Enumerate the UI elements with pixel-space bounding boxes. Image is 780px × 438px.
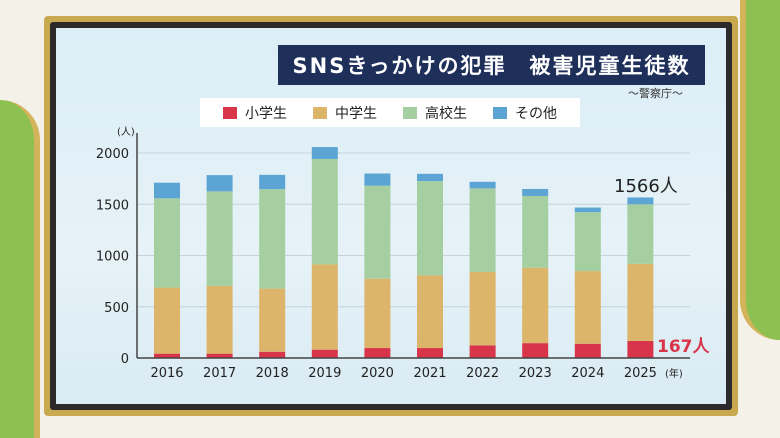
bar-小学生-2020	[364, 348, 391, 358]
y-tick-label: 1000	[96, 250, 129, 265]
bar-その他-2025	[627, 197, 654, 205]
bar-高校生-2021	[417, 181, 443, 276]
bar-高校生-2025	[627, 204, 654, 264]
studio-decoration-right	[740, 0, 780, 340]
x-tick-label: 2016	[150, 366, 183, 381]
legend-swatch	[493, 106, 507, 119]
bar-小学生-2019	[311, 349, 338, 358]
x-tick-label: 2021	[413, 366, 446, 381]
bar-その他-2023	[522, 188, 549, 196]
bar-高校生-2017	[206, 191, 233, 286]
legend-item: 中学生	[313, 103, 377, 123]
bar-中学生-2024	[574, 271, 601, 344]
x-tick-label: 2017	[203, 366, 236, 381]
x-tick-label: 2024	[571, 366, 604, 381]
bar-高校生-2024	[574, 212, 601, 272]
bar-中学生-2021	[417, 275, 443, 349]
bar-高校生-2023	[522, 195, 549, 268]
bar-その他-2017	[206, 175, 233, 192]
bar-高校生-2022	[469, 188, 496, 273]
bar-高校生-2019	[311, 158, 338, 265]
bar-中学生-2017	[206, 285, 233, 354]
y-tick-label: 500	[104, 301, 129, 316]
total-annotation: 1566人	[614, 176, 678, 197]
bar-小学生-2021	[417, 348, 443, 358]
bar-小学生-2022	[469, 345, 496, 358]
x-tick-label: 2022	[466, 366, 499, 381]
x-tick-label: 2018	[256, 366, 289, 381]
legend-label: 小学生	[245, 105, 287, 122]
bar-中学生-2022	[469, 272, 496, 346]
x-tick-label: 2019	[308, 366, 341, 381]
y-tick-label: 2000	[96, 147, 129, 162]
bar-中学生-2023	[522, 267, 549, 344]
bar-高校生-2020	[364, 185, 391, 279]
x-tick-label: 2025	[624, 366, 657, 381]
bar-小学生-2018	[259, 351, 286, 358]
elementary-annotation: 167人	[657, 337, 710, 357]
y-tick-label: 1500	[96, 198, 129, 213]
bar-中学生-2025	[627, 263, 654, 341]
x-axis-unit: (年)	[665, 367, 683, 380]
bar-中学生-2019	[311, 264, 338, 350]
legend-label: 高校生	[425, 105, 467, 122]
x-tick-label: 2020	[361, 366, 394, 381]
y-axis-unit: (人)	[117, 126, 135, 138]
bar-小学生-2023	[522, 343, 549, 358]
legend-swatch	[313, 106, 327, 119]
source-label: 〜警察庁〜	[628, 87, 683, 100]
legend-item: 高校生	[403, 103, 467, 123]
legend-swatch	[403, 106, 417, 119]
bar-中学生-2016	[154, 287, 180, 354]
bar-その他-2018	[259, 174, 286, 190]
bar-高校生-2018	[259, 189, 286, 289]
legend-item: その他	[493, 103, 557, 123]
bar-小学生-2025	[627, 340, 654, 358]
legend-label: 中学生	[335, 105, 377, 122]
bar-小学生-2024	[574, 343, 601, 358]
legend-item: 小学生	[223, 103, 287, 123]
chart-title: SNSきっかけの犯罪 被害児童生徒数	[278, 45, 705, 85]
bar-その他-2019	[311, 147, 338, 159]
legend-label: その他	[515, 105, 557, 122]
bar-その他-2022	[469, 181, 496, 189]
bar-その他-2021	[417, 173, 443, 182]
x-tick-label: 2023	[519, 366, 552, 381]
bar-小学生-2017	[206, 353, 233, 358]
bar-高校生-2016	[154, 198, 180, 288]
bar-その他-2020	[364, 173, 391, 186]
bar-中学生-2018	[259, 288, 286, 352]
legend-swatch	[223, 106, 237, 119]
bar-その他-2016	[154, 182, 180, 199]
y-tick-label: 0	[121, 352, 129, 367]
bar-その他-2024	[574, 207, 601, 213]
studio-decoration-left	[0, 100, 40, 438]
bar-小学生-2016	[154, 353, 180, 358]
bar-中学生-2020	[364, 278, 391, 349]
legend: 小学生 中学生 高校生 その他	[200, 98, 580, 127]
